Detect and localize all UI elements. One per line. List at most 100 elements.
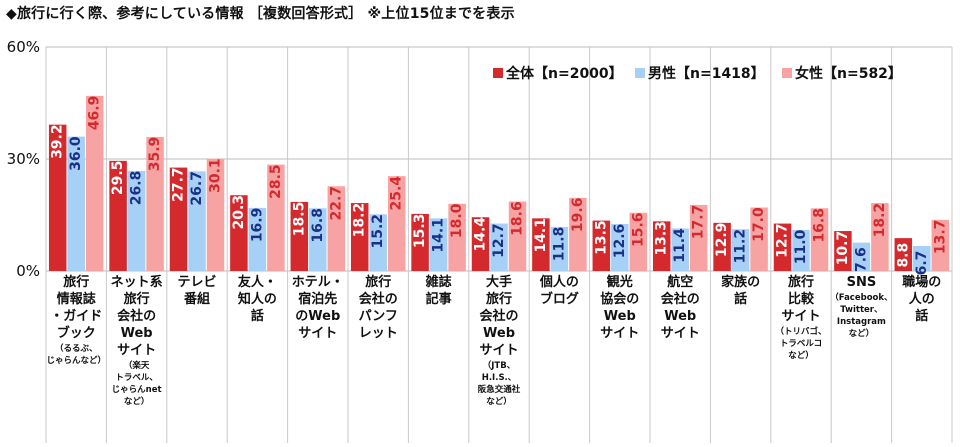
y-axis-ticks: 0% 30% 60% xyxy=(7,38,40,280)
bar xyxy=(429,218,448,271)
bar xyxy=(309,208,327,271)
value-label: 18.0 xyxy=(449,203,465,238)
category-label: Web xyxy=(483,326,515,341)
value-label: 10.7 xyxy=(835,231,851,266)
value-label: 13.5 xyxy=(593,220,609,255)
category-label: 協会の xyxy=(600,291,639,307)
value-label: 19.6 xyxy=(570,198,586,233)
value-label: 7.6 xyxy=(853,247,869,272)
category-label: 会社の xyxy=(479,308,518,324)
category-note: （楽天 xyxy=(124,360,150,371)
bar xyxy=(611,223,629,271)
category-label: 個人の xyxy=(539,274,579,290)
category-label: ・ガイド xyxy=(50,309,102,324)
bar xyxy=(913,245,931,271)
category-label: 旅行 xyxy=(788,274,814,290)
bar xyxy=(188,171,206,271)
value-label: 15.2 xyxy=(370,214,386,249)
category-label: 話 xyxy=(734,291,747,307)
category-label: 旅行 xyxy=(63,274,89,290)
category-label: 友人・ xyxy=(238,274,277,290)
bar xyxy=(327,186,346,271)
category-label: 記事 xyxy=(426,291,452,307)
category-note: 阪急交通社 xyxy=(478,384,521,395)
category-label: テレビ xyxy=(177,274,216,290)
bar xyxy=(750,207,768,271)
bar xyxy=(894,238,913,271)
category-note: （Facebook、 xyxy=(830,292,892,303)
category-label: 会社の xyxy=(661,291,700,307)
category-note: （トリバゴ、 xyxy=(775,326,826,337)
value-label: 12.6 xyxy=(612,224,628,259)
value-label: 16.8 xyxy=(812,208,828,243)
category-label: のWeb xyxy=(295,309,340,324)
category-label: パンフ xyxy=(359,309,398,324)
category-label: 旅行 xyxy=(124,291,150,307)
bar xyxy=(206,158,225,271)
value-label: 11.0 xyxy=(793,229,809,264)
category-label: Web xyxy=(664,309,696,324)
bar xyxy=(146,136,164,271)
value-label: 18.2 xyxy=(872,203,888,238)
category-label: サイト xyxy=(781,309,820,324)
bar xyxy=(248,207,267,271)
bar xyxy=(267,164,285,271)
category-label: 家族の xyxy=(721,274,760,290)
category-note: じゃらんなど） xyxy=(46,355,106,366)
value-label: 11.8 xyxy=(551,227,567,262)
value-label: 18.6 xyxy=(510,201,526,236)
category-note: など） xyxy=(849,328,875,339)
category-label: レット xyxy=(359,326,398,341)
value-label: 26.7 xyxy=(189,171,205,206)
bar xyxy=(852,242,871,271)
bar xyxy=(792,229,810,271)
value-label: 14.1 xyxy=(431,218,447,253)
bar xyxy=(508,201,527,271)
category-label: Web xyxy=(121,326,153,341)
bar xyxy=(387,176,406,271)
bar xyxy=(67,136,85,271)
category-label: 知人の xyxy=(238,291,277,307)
category-label: 人の xyxy=(909,291,935,307)
legend-swatch xyxy=(493,68,503,78)
y-tick-label: 30% xyxy=(7,150,40,168)
category-label: 会社の xyxy=(359,291,398,307)
value-label: 30.1 xyxy=(208,158,224,193)
category-label: Web xyxy=(604,309,636,324)
category-note: （るるぶ、 xyxy=(55,343,98,354)
value-label: 18.2 xyxy=(352,203,368,238)
value-label: 16.8 xyxy=(310,208,326,243)
bar xyxy=(550,226,569,271)
bar xyxy=(931,219,950,271)
category-label: 会社の xyxy=(117,308,156,324)
legend: 全体【n=2000】 男性【n=1418】 女性【n=582】 xyxy=(493,65,902,82)
category-label: 観光 xyxy=(606,274,633,290)
category-label: SNS xyxy=(847,275,877,290)
bars xyxy=(48,95,950,271)
category-label: 番組 xyxy=(183,291,210,307)
category-label: 話 xyxy=(915,308,928,324)
value-label: 39.2 xyxy=(50,124,66,159)
y-tick-label: 0% xyxy=(16,262,40,280)
bar xyxy=(290,201,309,271)
category-label: サイト xyxy=(600,326,639,341)
category-note: など） xyxy=(486,396,512,407)
value-label: 6.7 xyxy=(914,251,930,276)
value-label: 29.5 xyxy=(110,161,126,196)
category-note: Twitter、 xyxy=(840,305,882,315)
y-tick-label: 60% xyxy=(7,38,40,56)
value-label: 8.8 xyxy=(895,243,911,268)
category-note: トラベル、 xyxy=(115,373,158,383)
value-label: 11.4 xyxy=(672,228,688,263)
category-label: 大手 xyxy=(486,274,512,290)
category-label: 旅行 xyxy=(486,291,512,307)
legend-swatch xyxy=(635,68,645,78)
bar xyxy=(652,221,671,271)
value-label: 12.7 xyxy=(491,223,507,258)
bar xyxy=(48,124,67,271)
bar xyxy=(350,203,369,271)
category-note: Instagram xyxy=(837,317,886,327)
value-labels: 39.2 36.046.9 29.5 26.835.9 27.7 26.7 30.1 20.3… xyxy=(50,96,949,276)
category-labels: 旅行情報誌・ガイドブック（るるぶ、じゃらんなど）ネット系旅行会社のWebサイト（… xyxy=(46,274,941,407)
bar xyxy=(369,214,387,271)
